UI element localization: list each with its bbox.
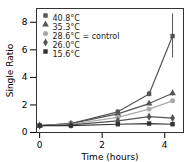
svg-text:Single Ratio: Single Ratio xyxy=(5,43,15,97)
svg-text:Time (hours): Time (hours) xyxy=(80,152,138,162)
svg-text:4: 4 xyxy=(22,72,28,82)
svg-text:4: 4 xyxy=(162,140,168,150)
svg-text:0: 0 xyxy=(22,127,28,137)
svg-text:28.6°C = control: 28.6°C = control xyxy=(53,32,120,41)
svg-text:2: 2 xyxy=(99,140,105,150)
svg-text:15.6°C: 15.6°C xyxy=(53,50,81,59)
svg-text:35.3°C: 35.3°C xyxy=(53,23,81,32)
svg-text:40.8°C: 40.8°C xyxy=(53,14,81,23)
svg-text:6: 6 xyxy=(22,45,28,55)
svg-text:0: 0 xyxy=(37,140,43,150)
svg-text:2: 2 xyxy=(22,100,28,110)
svg-text:26.0°C: 26.0°C xyxy=(53,41,81,50)
svg-text:8: 8 xyxy=(22,17,28,27)
